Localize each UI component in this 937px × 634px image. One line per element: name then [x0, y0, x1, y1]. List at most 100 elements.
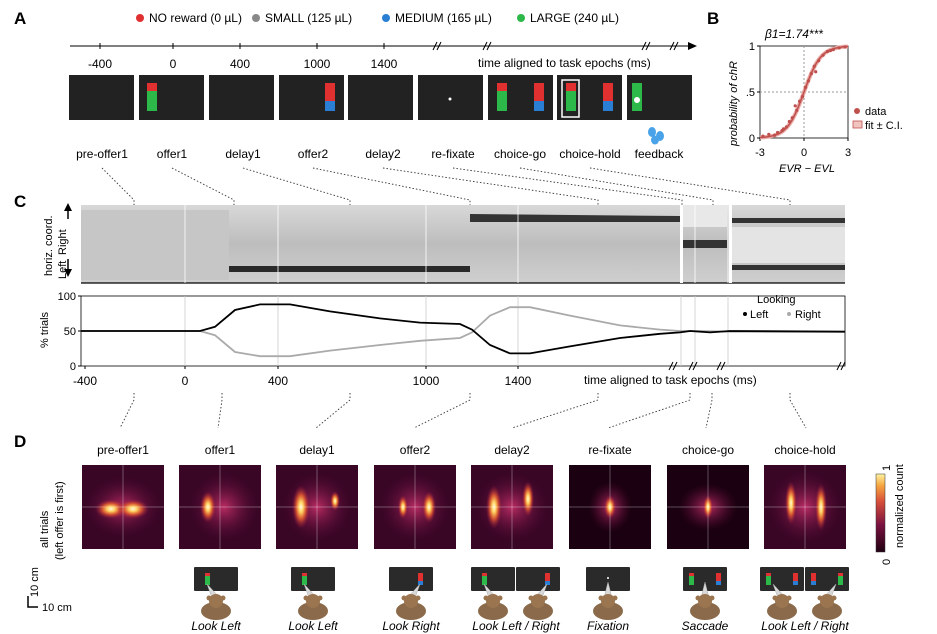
- task-screen-0: [69, 75, 134, 120]
- b-ytick-label-1: .5: [746, 87, 755, 99]
- row-label-left-first: (left offer is first): [54, 481, 66, 560]
- action-label-2: Look Right: [382, 619, 440, 633]
- gaze-map-pre-offer1: [82, 465, 164, 549]
- colorbar-label: normalized count: [894, 464, 906, 548]
- timeline-tick-label-1: 0: [170, 57, 177, 71]
- gaze-hotspot: [117, 499, 149, 519]
- colorbar-min: 0: [881, 559, 893, 565]
- gaze-hotspot: [330, 491, 340, 511]
- timeline-axis-label: time aligned to task epochs (ms): [478, 56, 651, 70]
- monkey-ear-icon: [483, 595, 489, 601]
- b-ytick-label-0: 0: [749, 133, 755, 145]
- connector-top-7: [589, 167, 791, 209]
- epoch-label-offer1: offer1: [157, 147, 188, 161]
- monkey-head-icon: [209, 594, 223, 608]
- monkey-ear-icon: [528, 595, 534, 601]
- epoch-connectors-top: [101, 167, 791, 209]
- screen-frame: [209, 75, 274, 120]
- down-arrow-icon: [64, 269, 72, 277]
- monkey-head-icon: [486, 594, 500, 608]
- epoch-label-re-fixate: re-fixate: [431, 147, 475, 161]
- action-label-0: Look Left: [191, 619, 241, 633]
- timeline-break-3: [669, 41, 679, 51]
- connector-bottom-1: [217, 393, 223, 429]
- epoch-label-feedback: feedback: [635, 147, 685, 161]
- task-screen-2: [209, 75, 274, 120]
- panel-b-title: β1=1.74***: [764, 27, 823, 41]
- epoch-label-delay1: delay1: [225, 147, 261, 161]
- epoch-label-pre-offer1: pre-offer1: [76, 147, 128, 161]
- monkey-ear-icon: [542, 595, 548, 601]
- monkey-ear-icon: [206, 595, 212, 601]
- cartoon-monitor: [471, 567, 515, 591]
- scale-bar-vertical-label: 10 cm: [29, 567, 41, 597]
- psychometric-plot: -3 0 30.51: [746, 41, 851, 159]
- cartoon-bar: [793, 581, 798, 585]
- cartoon-offer1: [194, 567, 238, 620]
- c-xtick-label-1: 0: [182, 374, 189, 388]
- gaze-hotspot: [95, 499, 127, 519]
- map-title-pre-offer1: pre-offer1: [97, 443, 149, 457]
- b-data-point-18: [831, 48, 835, 52]
- cartoon-bar: [482, 576, 487, 585]
- offer-bar: [603, 101, 613, 111]
- cartoon-monitor: [194, 567, 238, 591]
- epoch-label-delay2: delay2: [365, 147, 401, 161]
- legend-right-marker: [787, 312, 791, 316]
- epoch-label-choice-go: choice-go: [494, 147, 546, 161]
- legend-label-3: LARGE (240 µL): [530, 11, 619, 25]
- timeline-tick-label-4: 1400: [371, 57, 398, 71]
- gaze-heatmap: [81, 205, 845, 284]
- b-data-point-21: [793, 104, 797, 108]
- offer-bar: [497, 83, 507, 91]
- line-plot-ylabel: % trials: [39, 311, 51, 348]
- panel-d-label: D: [14, 432, 26, 451]
- cartoon-fixation-dot: [607, 577, 609, 579]
- task-screen-5: [418, 75, 483, 120]
- monkey-ear-icon: [401, 595, 407, 601]
- monkey-ear-icon: [612, 595, 618, 601]
- fixation-dot: [448, 97, 452, 101]
- monkey-ear-icon: [709, 595, 715, 601]
- offer-bar: [534, 83, 544, 101]
- cartoon-bar: [838, 576, 843, 585]
- up-arrow-icon: [64, 203, 72, 211]
- connector-bottom-0: [119, 393, 135, 429]
- legend-label-2: MEDIUM (165 µL): [395, 11, 492, 25]
- connector-bottom-6: [705, 393, 713, 429]
- connector-top-5: [452, 167, 683, 209]
- b-data-point-6: [787, 119, 791, 124]
- monkey-head-icon: [531, 594, 545, 608]
- cartoon-bar: [793, 573, 798, 581]
- action-label-6: Look Left / Right: [761, 619, 849, 633]
- cartoon-body: [523, 602, 553, 620]
- line-plot-xlabel: time aligned to task epochs (ms): [584, 373, 757, 387]
- monkey-ear-icon: [303, 595, 309, 601]
- b-xtick-label-2: 3: [845, 147, 851, 159]
- epoch-connectors-bottom: [119, 393, 807, 429]
- offer-bar: [497, 91, 507, 111]
- connector-bottom-2: [315, 393, 351, 429]
- legend-label-1: SMALL (125 µL): [265, 11, 352, 25]
- b-data-point-15: [817, 59, 821, 63]
- monkey-head-icon: [775, 594, 789, 608]
- b-data-point-5: [784, 125, 789, 129]
- cartoon-monitor: [516, 567, 560, 591]
- connector-bottom-5: [607, 393, 691, 429]
- cartoon-bar: [482, 573, 487, 576]
- cartoon-delay2-left: [471, 567, 515, 620]
- offer-bar: [147, 83, 157, 91]
- gaze-map-choice-go: [667, 465, 749, 549]
- c-axis-break-2: [716, 361, 726, 371]
- b-data-point-2: [773, 133, 777, 137]
- cartoon-body: [396, 602, 426, 620]
- gaze-map-delay2: [471, 465, 553, 549]
- map-title-offer1: offer1: [205, 443, 236, 457]
- cartoon-body: [478, 602, 508, 620]
- offer-bar: [325, 101, 335, 111]
- legend-dot-3: [517, 14, 525, 22]
- monkey-ear-icon: [831, 595, 837, 601]
- screen-frame: [348, 75, 413, 120]
